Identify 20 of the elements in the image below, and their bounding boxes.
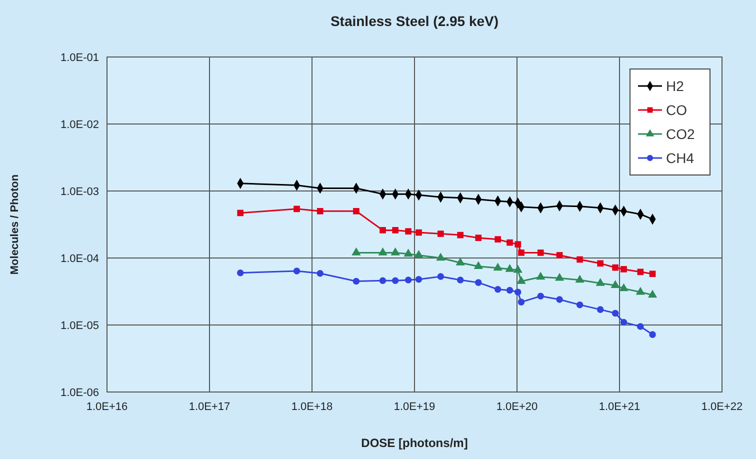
x-tick-label: 1.0E+20	[496, 401, 538, 413]
y-tick-label: 1.0E-04	[60, 253, 99, 265]
legend-label: H2	[666, 78, 684, 94]
legend-label: CH4	[666, 150, 694, 166]
x-axis-title: DOSE [photons/m]	[361, 436, 468, 450]
x-tick-label: 1.0E+17	[188, 401, 230, 413]
x-tick-label: 1.0E+18	[291, 401, 333, 413]
chart-title: Stainless Steel (2.95 keV)	[330, 13, 499, 29]
y-tick-label: 1.0E-06	[60, 387, 99, 399]
x-tick-label: 1.0E+16	[86, 401, 128, 413]
y-tick-label: 1.0E-05	[60, 320, 99, 332]
y-tick-label: 1.0E-01	[60, 52, 99, 64]
y-axis-title: Molecules / Photon	[9, 174, 21, 275]
y-tick-label: 1.0E-03	[60, 186, 99, 198]
x-tick-label: 1.0E+19	[394, 401, 436, 413]
y-tick-label: 1.0E-02	[60, 119, 99, 131]
legend-label: CO	[666, 102, 688, 118]
legend-label: CO2	[666, 126, 695, 142]
x-tick-label: 1.0E+21	[598, 401, 640, 413]
x-tick-label: 1.0E+22	[701, 401, 743, 413]
